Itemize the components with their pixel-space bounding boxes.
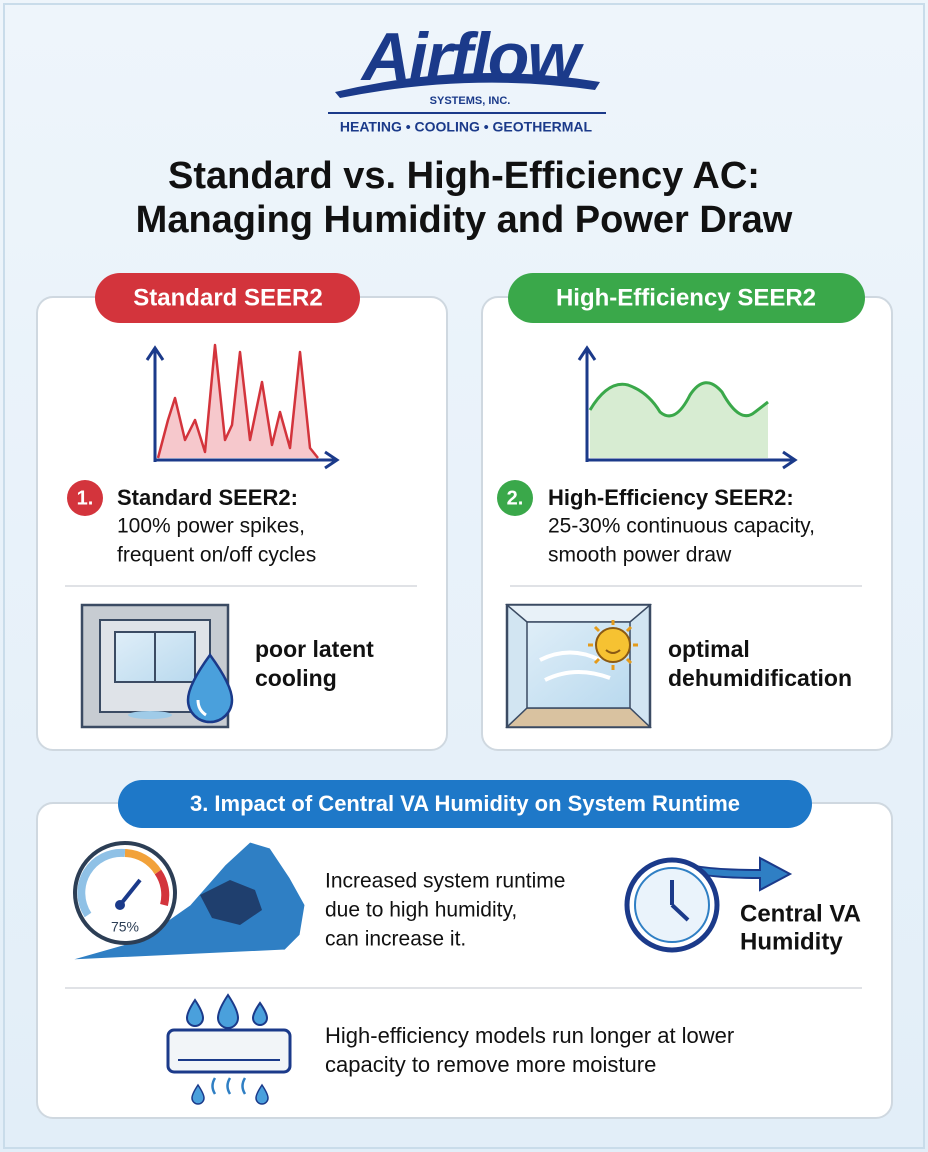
impact-label: Humidity bbox=[740, 928, 843, 955]
smooth-chart-icon bbox=[577, 345, 798, 470]
panel-text: 100% power spikes, bbox=[117, 515, 305, 538]
impact-text: High-efficiency models run longer at low… bbox=[325, 1023, 734, 1048]
panel-badge: High-Efficiency SEER2 bbox=[556, 284, 816, 311]
clear-window-icon-part bbox=[605, 649, 621, 654]
humidity-gauge-icon-part bbox=[124, 849, 162, 875]
clock-icon-part bbox=[670, 903, 690, 922]
virginia-map-icon-part bbox=[69, 841, 306, 961]
impact-label: Central VA bbox=[740, 900, 861, 927]
clear-window-icon-part bbox=[505, 707, 652, 728]
panel-heading: Standard SEER2: bbox=[117, 485, 298, 510]
panel-caption: cooling bbox=[255, 665, 337, 691]
high-efficiency-panel-part bbox=[508, 273, 865, 323]
humidity-gauge-icon: 75% bbox=[73, 841, 177, 945]
virginia-map-icon bbox=[69, 841, 306, 961]
clear-window-icon-part bbox=[595, 627, 631, 663]
panel-caption: poor latent bbox=[255, 636, 374, 662]
smooth-chart-icon-part bbox=[588, 381, 769, 418]
high-efficiency-panel: High-Efficiency SEER2 2. High-Efficiency… bbox=[481, 273, 893, 751]
foggy-window-icon-part bbox=[128, 711, 172, 719]
clear-window-icon-part bbox=[539, 650, 611, 682]
smooth-chart-icon-part bbox=[577, 345, 798, 470]
logo-text: Airflow bbox=[360, 19, 585, 95]
impact-panel: 3. Impact of Central VA Humidity on Syst… bbox=[36, 780, 893, 1119]
title: Managing Humidity and Power Draw bbox=[136, 199, 793, 241]
panel-text: 25-30% continuous capacity, bbox=[548, 515, 815, 538]
humidity-gauge-icon-part bbox=[115, 900, 125, 910]
virginia-map-icon-part bbox=[200, 880, 262, 925]
ac-unit-icon-part bbox=[166, 1028, 292, 1074]
standard-panel-part bbox=[95, 273, 360, 323]
spike-chart-icon-part bbox=[145, 345, 340, 470]
high-efficiency-panel-part bbox=[497, 480, 533, 516]
gauge-label: 75% bbox=[111, 919, 139, 935]
ac-unit-icon-part bbox=[191, 1083, 269, 1105]
standard-panel-part bbox=[67, 480, 103, 516]
panel-caption: dehumidification bbox=[668, 665, 852, 691]
clear-window-icon-part bbox=[588, 620, 638, 670]
foggy-window-icon bbox=[80, 603, 234, 729]
humidity-gauge-icon-part bbox=[77, 848, 126, 918]
ac-unit-icon-part bbox=[185, 993, 269, 1029]
ac-unit-icon bbox=[166, 993, 292, 1105]
ac-unit-icon-part bbox=[211, 1077, 247, 1095]
step-number: 1. bbox=[77, 487, 94, 509]
panel-text: smooth power draw bbox=[548, 544, 732, 567]
clear-window-icon-part bbox=[504, 604, 653, 623]
spike-chart-icon bbox=[145, 343, 340, 470]
humidity-gauge-icon-part bbox=[118, 878, 142, 907]
title: Standard vs. High-Efficiency AC: bbox=[168, 155, 760, 197]
clock-icon bbox=[624, 856, 793, 953]
logo: Airflow SYSTEMS, INC. HEATING • COOLING … bbox=[328, 19, 606, 135]
logo-part bbox=[335, 73, 600, 98]
humidity-gauge-icon-part bbox=[154, 869, 170, 906]
impact-text: capacity to remove more moisture bbox=[325, 1052, 656, 1077]
step-number: 2. bbox=[507, 487, 524, 509]
page-border bbox=[3, 3, 925, 1149]
foggy-window-icon-part bbox=[196, 699, 207, 717]
spike-chart-icon-part bbox=[156, 343, 319, 459]
clear-window-icon bbox=[504, 603, 653, 729]
impact-panel-part bbox=[118, 780, 812, 828]
panel-heading: High-Efficiency SEER2: bbox=[548, 485, 794, 510]
panel-badge: 3. Impact of Central VA Humidity on Syst… bbox=[190, 791, 740, 816]
impact-text: can increase it. bbox=[325, 928, 466, 951]
panel-badge: Standard SEER2 bbox=[133, 284, 322, 311]
logo-subtext: SYSTEMS, INC. bbox=[430, 95, 511, 107]
panel-text: frequent on/off cycles bbox=[117, 544, 316, 567]
impact-text: Increased system runtime bbox=[325, 870, 565, 893]
tagline: HEATING • COOLING • GEOTHERMAL bbox=[340, 119, 593, 135]
smooth-chart-icon-part bbox=[590, 382, 768, 458]
impact-text: due to high humidity, bbox=[325, 899, 517, 922]
panel-caption: optimal bbox=[668, 636, 750, 662]
standard-panel: Standard SEER2 1. Standard SEER2: 100% p… bbox=[36, 273, 448, 751]
